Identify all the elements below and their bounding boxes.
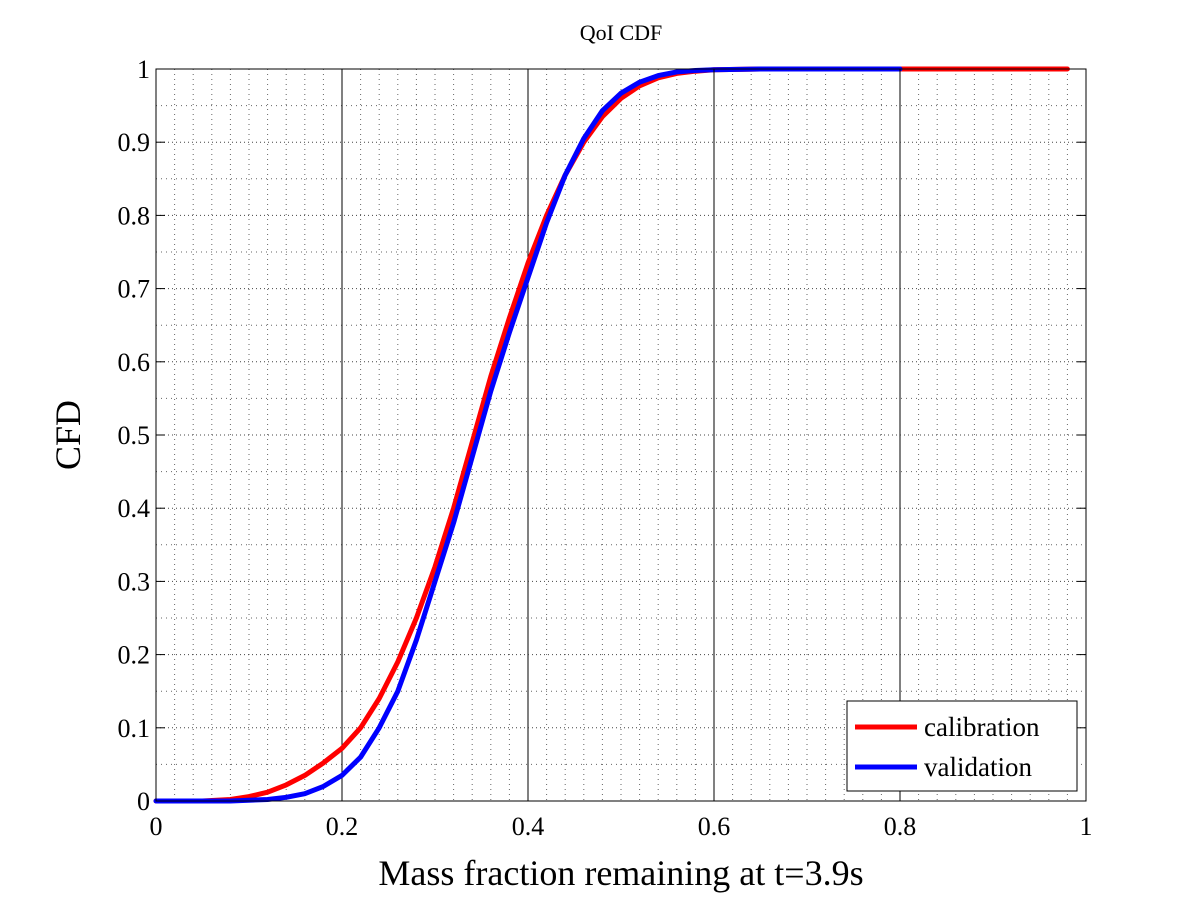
y-tick-label: 0.1: [118, 714, 151, 743]
y-tick-label: 0.8: [118, 201, 151, 230]
chart-title: QoI CDF: [580, 20, 663, 45]
y-tick-label: 0.7: [118, 275, 151, 304]
y-tick-label: 0.4: [118, 494, 151, 523]
series-layer: [153, 66, 1070, 804]
y-tick-label: 1: [137, 55, 150, 84]
x-tick-label: 0.8: [884, 812, 917, 841]
x-tick-label: 0: [150, 812, 163, 841]
legend-label-calibration: calibration: [924, 712, 1040, 742]
y-tick-label: 0.3: [118, 567, 151, 596]
tick-marks: [155, 68, 1087, 802]
y-tick-label: 0.9: [118, 128, 151, 157]
x-tick-label: 1: [1080, 812, 1093, 841]
x-tick-label: 0.2: [326, 812, 359, 841]
x-tick-labels: 0 0.2 0.4 0.6 0.8 1: [150, 812, 1093, 841]
y-tick-label: 0.5: [118, 421, 151, 450]
legend: calibration validation: [846, 700, 1078, 792]
y-tick-label: 0.2: [118, 641, 151, 670]
x-axis-label: Mass fraction remaining at t=3.9s: [378, 853, 863, 893]
major-grid: [156, 69, 1086, 801]
x-tick-label: 0.4: [512, 812, 545, 841]
y-tick-label: 0: [137, 787, 150, 816]
x-tick-label: 0.6: [698, 812, 731, 841]
y-tick-label: 0.6: [118, 348, 151, 377]
series-line-validation: [153, 66, 903, 804]
legend-label-validation: validation: [924, 752, 1032, 782]
y-axis-label: CFD: [48, 400, 88, 470]
y-tick-labels: 0 0.1 0.2 0.3 0.4 0.5 0.6 0.7 0.8 0.9 1: [118, 55, 151, 816]
legend-box: [846, 700, 1078, 792]
